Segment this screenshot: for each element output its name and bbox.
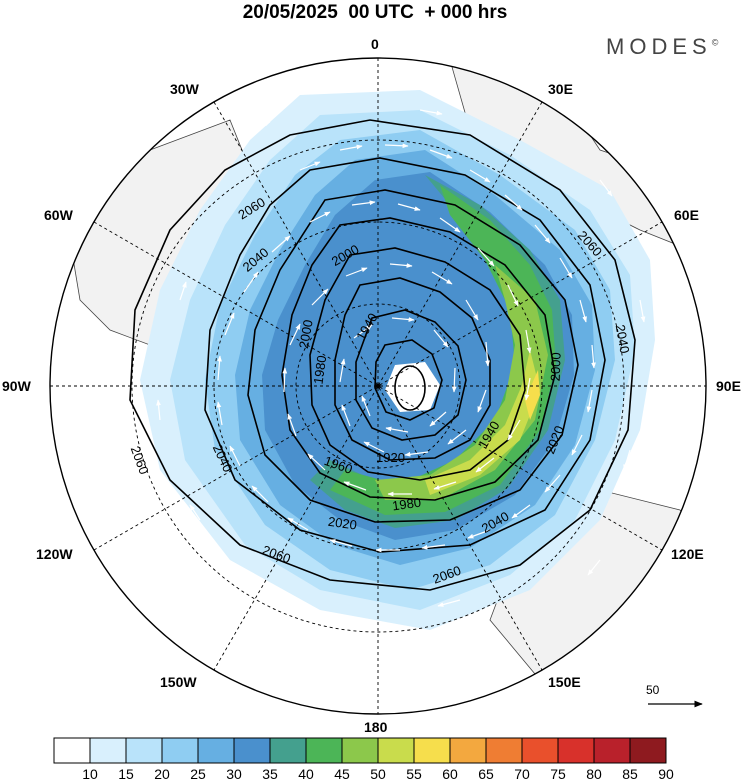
- colorbar-box: [377, 737, 415, 764]
- colorbar-box: [269, 737, 307, 764]
- map-border: [49, 57, 707, 715]
- colorbar-tick-label: 35: [262, 766, 278, 782]
- colorbar-box: [89, 737, 127, 764]
- lon-label-120w: 120W: [36, 546, 73, 562]
- lon-label-90w: 90W: [2, 378, 32, 394]
- brand-logo: MODES©: [606, 34, 718, 60]
- contour-1940: [355, 309, 467, 441]
- wind-speed-shading: [140, 90, 655, 630]
- pole-marker: [375, 383, 381, 389]
- colorbar-box: [305, 737, 343, 764]
- graticule: [50, 58, 706, 714]
- colorbar-tick-label: 30: [226, 766, 242, 782]
- colorbar-box: [521, 737, 559, 764]
- colorbar-tick-label: 40: [298, 766, 314, 782]
- colorbar-box: [341, 737, 379, 764]
- colorbar-box: [449, 737, 487, 764]
- contour-1980: [309, 247, 526, 481]
- colorbar-tick-label: 70: [514, 766, 530, 782]
- colorbar-box: [197, 737, 235, 764]
- colorbar-tick-label: 25: [190, 766, 206, 782]
- colorbar-tick-label: 50: [370, 766, 386, 782]
- colorbar-tick-label: 85: [622, 766, 638, 782]
- copyright-mark: ©: [711, 37, 719, 48]
- brand-name: MODES: [606, 34, 712, 59]
- colorbar-box: [53, 737, 91, 764]
- contour-2020: [247, 189, 579, 523]
- lon-label-180: 180: [364, 719, 388, 735]
- wind-band-55: [425, 350, 540, 495]
- contour-1900: [394, 365, 426, 411]
- colorbar-tick-label: 55: [406, 766, 422, 782]
- colorbar-tick-label: 65: [478, 766, 494, 782]
- contour-label: 2000: [548, 352, 564, 381]
- colorbar-box: [413, 737, 451, 764]
- colorbar-ticks: 10 15 20 25 30 35 40 45 50 55 60 65 70 75 80 85 90: [82, 766, 674, 782]
- colorbar-box: [233, 737, 271, 764]
- lon-label-60w: 60W: [44, 207, 74, 223]
- wind-vectors: [156, 109, 646, 607]
- lon-label-30e: 30E: [548, 81, 573, 97]
- colorbar-tick-label: 90: [658, 766, 674, 782]
- reference-vector-label: 50: [646, 683, 660, 697]
- wind-band-60: [525, 370, 540, 420]
- contour-label: 1980: [310, 354, 329, 385]
- contour-label: 2020: [327, 514, 358, 533]
- contour-1960: [334, 277, 491, 461]
- longitude-labels: 0 30E 60E 90E 120E 150E 180 150W 120W 90…: [2, 36, 741, 735]
- colorbar-tick-label: 45: [334, 766, 350, 782]
- colorbar-box: [161, 737, 199, 764]
- map-disc: 2060 2060 2060 2060 2060 2040 2040 2040 …: [50, 58, 706, 714]
- colorbar: 10 15 20 25 30 35 40 45 50 55 60 65 70 75 80 85 90: [53, 737, 674, 782]
- lon-label-150w: 150W: [160, 674, 197, 690]
- contour-1920: [374, 339, 443, 421]
- colorbar-box: [629, 737, 667, 764]
- lon-label-150e: 150E: [548, 674, 581, 690]
- contour-2060: [129, 119, 636, 591]
- lon-label-90e: 90E: [716, 378, 741, 394]
- height-contours: [129, 119, 636, 591]
- lon-label-120e: 120E: [671, 546, 704, 562]
- colorbar-box: [593, 737, 631, 764]
- colorbar-tick-label: 10: [82, 766, 98, 782]
- colorbar-tick-label: 15: [118, 766, 134, 782]
- colorbar-box: [557, 737, 595, 764]
- contour-label: 1980: [391, 495, 422, 514]
- colorbar-tick-label: 60: [442, 766, 458, 782]
- colorbar-box: [125, 737, 163, 764]
- map-title: 20/05/2025 00 UTC + 000 hrs: [242, 2, 508, 23]
- contour-label: 1920: [376, 450, 405, 465]
- colorbar-box: [485, 737, 523, 764]
- colorbar-tick-label: 80: [586, 766, 602, 782]
- lon-label-30w: 30W: [170, 81, 200, 97]
- lon-label-60e: 60E: [674, 207, 699, 223]
- colorbar-boxes: [53, 737, 667, 764]
- contour-label: 2040: [613, 323, 633, 354]
- colorbar-tick-label: 75: [550, 766, 566, 782]
- contour-2040: [204, 157, 606, 553]
- lon-label-0: 0: [371, 36, 379, 52]
- colorbar-tick-label: 20: [154, 766, 170, 782]
- contour-label: 2000: [296, 319, 316, 350]
- contour-2000: [281, 217, 556, 501]
